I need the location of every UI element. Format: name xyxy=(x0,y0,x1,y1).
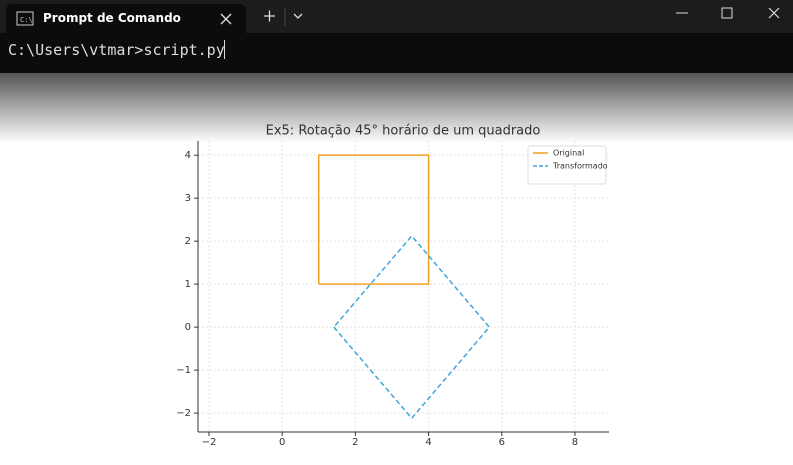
x-tick-label: 4 xyxy=(425,437,431,448)
shadow xyxy=(0,73,793,143)
legend-label: Transformado xyxy=(552,162,608,171)
y-tick-label: 4 xyxy=(185,150,191,161)
x-tick-label: −2 xyxy=(202,437,217,448)
x-tick-label: 2 xyxy=(352,437,358,448)
legend-label: Original xyxy=(553,149,584,158)
x-tick-label: 8 xyxy=(572,437,578,448)
command-line: C:\Users\vtmar>script.py xyxy=(8,41,225,59)
cursor xyxy=(224,40,225,59)
y-tick-label: 3 xyxy=(185,193,191,204)
x-tick-label: 0 xyxy=(279,437,285,448)
x-tick-label: 6 xyxy=(499,437,505,448)
y-tick-label: 2 xyxy=(185,236,191,247)
tab[interactable]: C:\ Prompt de Comando xyxy=(6,4,246,33)
y-tick-label: −2 xyxy=(176,408,191,419)
line xyxy=(318,154,430,285)
y-tick-label: 0 xyxy=(185,322,191,333)
chart-title: Ex5: Rotação 45° horário de um quadrado xyxy=(266,124,541,139)
title-bar: C:\ Prompt de Comando xyxy=(0,0,793,33)
legend-box xyxy=(527,145,607,185)
close-tab[interactable] xyxy=(219,12,233,26)
y-tick-label: 1 xyxy=(185,279,191,290)
svg-text:C:\: C:\ xyxy=(20,16,33,24)
terminal-body: C:\Users\vtmar>script.py xyxy=(0,33,793,73)
y-tick-label: −1 xyxy=(176,365,191,376)
tab-icon: C:\ xyxy=(16,11,34,26)
tab-title: Prompt de Comando xyxy=(43,11,181,25)
